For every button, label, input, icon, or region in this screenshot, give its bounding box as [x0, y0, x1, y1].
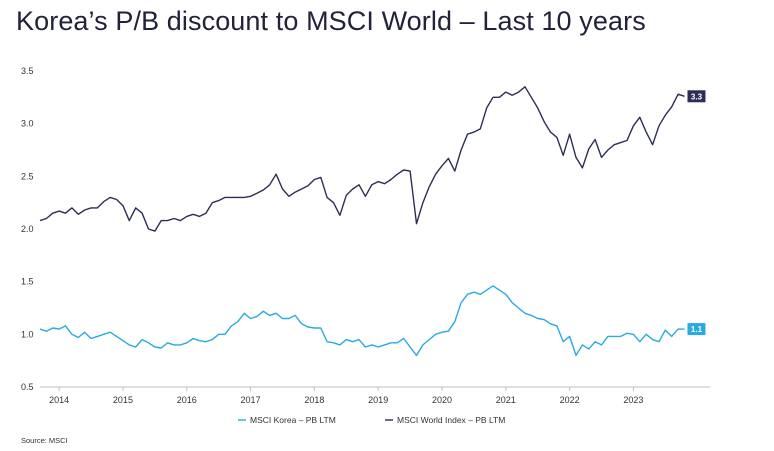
y-tick-label: 2.0 [21, 224, 34, 234]
y-tick-label: 3.0 [21, 119, 34, 129]
chart-title: Korea’s P/B discount to MSCI World – Las… [16, 6, 646, 36]
series-line-msci-world [39, 86, 685, 232]
x-tick-label: 2020 [432, 395, 452, 405]
legend-korea-label: MSCI Korea – PB LTM [250, 415, 336, 425]
series-lines [39, 86, 685, 357]
y-tick-label: 2.5 [21, 171, 34, 181]
end-labels: 3.3 1.1 [687, 90, 706, 336]
x-tick-label: 2018 [304, 395, 324, 405]
y-tick-label: 1.5 [21, 277, 34, 287]
x-tick-label: 2021 [496, 395, 516, 405]
source-note: Source: MSCI [21, 436, 68, 445]
x-axis-ticks: 2014 2015 2016 2017 2018 2019 2020 2021 2022 2023 [49, 387, 643, 405]
y-tick-label: 1.0 [21, 329, 34, 339]
end-label-korea: 1.1 [691, 325, 703, 334]
x-tick-label: 2022 [560, 395, 580, 405]
end-label-box-world [687, 90, 706, 103]
x-tick-label: 2014 [49, 395, 69, 405]
end-label-world: 3.3 [691, 92, 703, 101]
x-tick-label: 2015 [113, 395, 133, 405]
end-label-box-korea [687, 323, 706, 336]
y-axis-ticks: 3.5 3.0 2.5 2.0 1.5 1.0 0.5 [21, 66, 34, 392]
legend: MSCI Korea – PB LTM MSCI World Index – P… [238, 415, 505, 425]
legend-world-label: MSCI World Index – PB LTM [397, 415, 505, 425]
y-tick-label: 0.5 [21, 382, 34, 392]
x-tick-label: 2017 [241, 395, 261, 405]
series-line-msci-korea [39, 285, 685, 357]
x-tick-label: 2019 [368, 395, 388, 405]
x-tick-label: 2023 [623, 395, 643, 405]
x-tick-label: 2016 [177, 395, 197, 405]
y-tick-label: 3.5 [21, 66, 34, 76]
